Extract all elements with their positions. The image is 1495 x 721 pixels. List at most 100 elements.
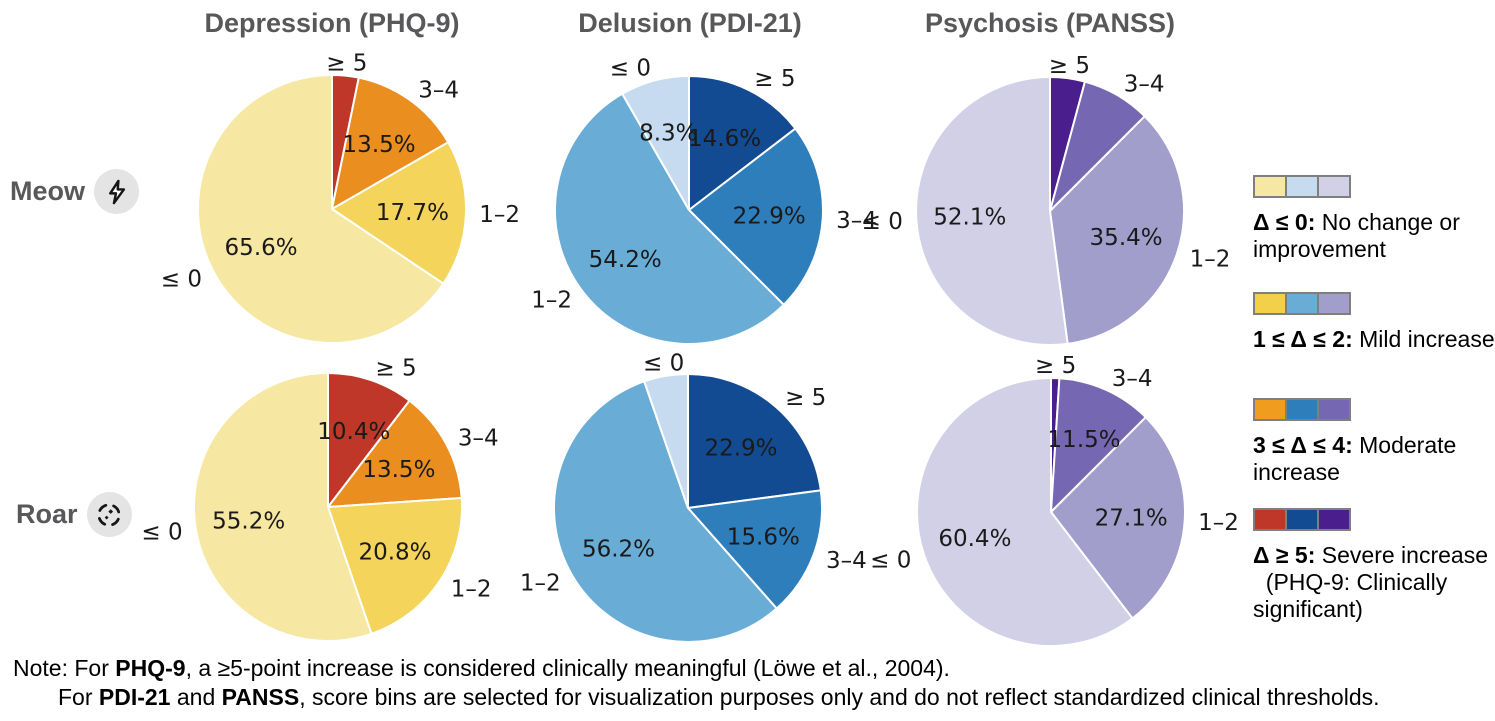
slice-pct-label: 15.6% — [727, 524, 800, 550]
row-label-meow: Meow — [10, 169, 140, 214]
pie-1-slice-1–2 — [554, 92, 785, 345]
legend-swatch — [1285, 508, 1319, 531]
legend-label-bold: Δ ≥ 5: — [1253, 542, 1316, 568]
slice-bin-label: ≥ 5 — [1035, 353, 1076, 379]
slice-bin-label: 1–2 — [520, 570, 561, 596]
pie-0-slice-1–2 — [331, 141, 467, 285]
pie-3-slice-1–2 — [327, 496, 463, 635]
slice-bin-label: 3–4 — [826, 548, 867, 574]
slice-bin-label: ≤ 0 — [643, 351, 684, 377]
slice-bin-label: ≤ 0 — [862, 209, 903, 235]
pie-0-slice-≤ 0 — [197, 74, 445, 344]
pie-1-slice-≥ 5 — [688, 75, 797, 211]
slice-bin-label: ≤ 0 — [870, 547, 911, 573]
legend-swatches — [1253, 292, 1495, 315]
note-text-part: Note: For — [13, 655, 116, 681]
legend-swatch — [1253, 508, 1287, 531]
legend-label-text: Moderate increase — [1253, 432, 1457, 485]
slice-bin-label: 1–2 — [531, 288, 572, 314]
note-line-2: For PDI-21 and PANSS, score bins are sel… — [58, 684, 1380, 711]
pie-5-slice-3–4 — [1050, 377, 1147, 513]
slice-bin-label: ≥ 5 — [785, 385, 826, 411]
legend-item-severe-increase: Δ ≥ 5: Severe increase (PHQ-9: Clinicall… — [1253, 508, 1488, 623]
slice-pct-label: 13.5% — [343, 132, 416, 158]
slice-pct-label: 27.1% — [1095, 505, 1168, 531]
pie-5-slice-≤ 0 — [915, 377, 1134, 647]
slice-bin-label: 3–4 — [836, 208, 877, 234]
pie-2-slice-1–2 — [1049, 115, 1185, 345]
pie-4-slice-3–4 — [687, 489, 823, 610]
note-text-part: and — [170, 684, 222, 710]
slice-pct-label: 52.1% — [933, 204, 1006, 230]
slice-bin-label: 3–4 — [1112, 366, 1153, 392]
slice-bin-label: ≥ 5 — [754, 66, 795, 92]
legend-label-bold: Δ ≤ 0: — [1253, 209, 1316, 235]
slice-pct-label: 14.6% — [688, 126, 761, 152]
slice-pct-label: 10.4% — [317, 419, 390, 445]
legend-swatch — [1285, 175, 1319, 198]
pie-1-slice-3–4 — [688, 127, 824, 306]
note-text-part: PHQ-9 — [115, 655, 186, 681]
legend-label-bold: 3 ≤ Δ ≤ 4: — [1253, 432, 1353, 458]
pie-4-slice-≥ 5 — [687, 373, 822, 509]
slice-bin-label: ≤ 0 — [141, 519, 182, 545]
legend-swatch — [1253, 292, 1287, 315]
legend-swatch — [1253, 398, 1287, 421]
slice-pct-label: 11.5% — [1048, 427, 1121, 453]
legend-swatches — [1253, 175, 1460, 198]
pie-4-slice-1–2 — [553, 380, 778, 643]
pie-3-slice-3–4 — [327, 399, 463, 508]
slice-pct-label: 65.6% — [225, 235, 298, 261]
slice-pct-label: 22.9% — [733, 203, 806, 229]
pie-2-slice-≤ 0 — [915, 76, 1069, 346]
legend-swatch — [1317, 292, 1351, 315]
slice-bin-label: 1–2 — [1198, 510, 1239, 536]
legend-swatches — [1253, 508, 1488, 531]
slice-bin-label: ≥ 5 — [375, 355, 416, 381]
slice-pct-label: 54.2% — [589, 247, 662, 273]
pie-1-slice-≤ 0 — [621, 75, 690, 211]
lightning-bolt-icon — [94, 169, 140, 214]
slice-pct-label: 55.2% — [212, 508, 285, 534]
row-label-meow-text: Meow — [10, 176, 86, 206]
slice-pct-label: 56.2% — [582, 537, 655, 563]
legend-swatch — [1317, 398, 1351, 421]
column-title-delusion: Delusion (PDI-21) — [578, 8, 802, 38]
note-text-part: For — [58, 684, 99, 710]
legend-label-text: Mild increase — [1352, 326, 1495, 352]
slice-bin-label: ≥ 5 — [1049, 53, 1090, 79]
pie-5-slice-1–2 — [1050, 416, 1186, 620]
slice-pct-label: 13.5% — [362, 457, 435, 483]
legend-swatch — [1285, 398, 1319, 421]
legend-label-text: Severe increase (PHQ-9: Clinically signi… — [1253, 542, 1488, 622]
slice-pct-label: 60.4% — [938, 526, 1011, 552]
slice-bin-label: 3–4 — [418, 78, 459, 104]
legend-label: 1 ≤ Δ ≤ 2: Mild increase — [1253, 326, 1495, 353]
pie-0-slice-3–4 — [331, 76, 450, 210]
slice-pct-label: 17.7% — [376, 200, 449, 226]
note-text-part: PANSS — [221, 684, 300, 710]
slice-pct-label: 22.9% — [704, 436, 777, 462]
slice-pct-label: 20.8% — [358, 540, 431, 566]
slice-bin-label: ≥ 5 — [326, 50, 367, 76]
column-title-psychosis: Psychosis (PANSS) — [924, 8, 1176, 38]
legend-item-moderate-increase: 3 ≤ Δ ≤ 4: Moderate increase — [1253, 398, 1456, 486]
slice-bin-label: 1–2 — [451, 577, 492, 603]
legend-label-text: No change or improvement — [1253, 209, 1460, 262]
legend-label-bold: 1 ≤ Δ ≤ 2: — [1253, 326, 1353, 352]
slice-pct-label: 8.3% — [639, 120, 697, 146]
slice-pct-label: 35.4% — [1090, 225, 1163, 251]
legend-label: Δ ≥ 5: Severe increase (PHQ-9: Clinicall… — [1253, 542, 1488, 623]
slice-bin-label: 1–2 — [479, 202, 520, 228]
pie-3-slice-≤ 0 — [193, 372, 373, 642]
slice-bin-label: 3–4 — [1124, 71, 1165, 97]
legend-label: Δ ≤ 0: No change or improvement — [1253, 209, 1460, 263]
note-text-part: , a ≥5-point increase is considered clin… — [185, 655, 950, 681]
legend-swatch — [1253, 175, 1287, 198]
slice-bin-label: 3–4 — [458, 425, 499, 451]
slice-bin-label: ≤ 0 — [610, 56, 651, 82]
legend-swatch — [1317, 508, 1351, 531]
column-title-depression: Depression (PHQ-9) — [204, 8, 460, 38]
